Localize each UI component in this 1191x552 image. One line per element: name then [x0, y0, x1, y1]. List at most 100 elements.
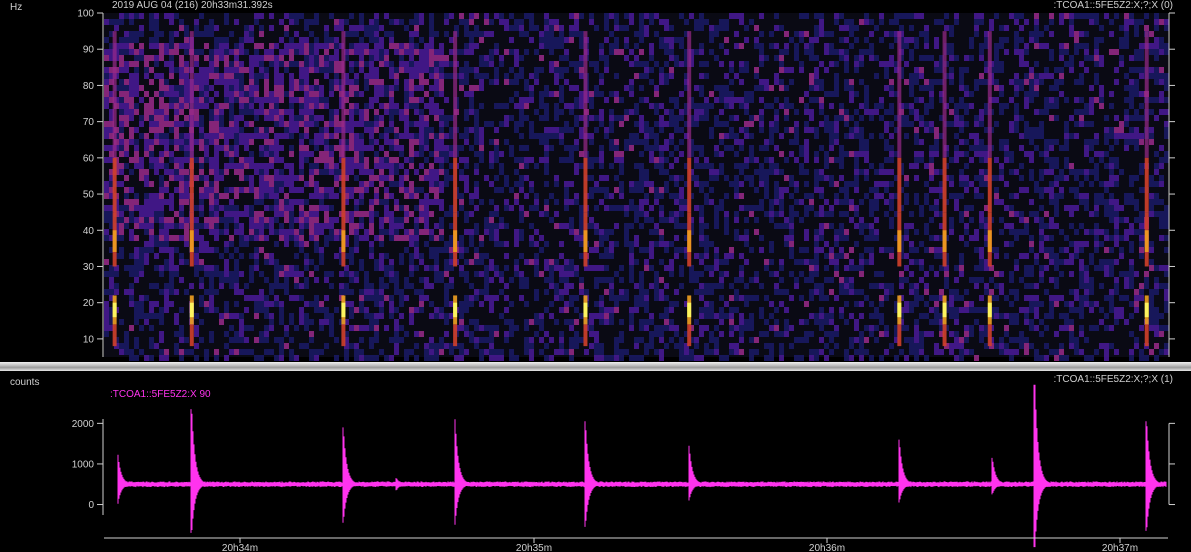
spectrogram-cell — [314, 91, 319, 97]
spectrogram-cell — [449, 277, 454, 283]
spectrogram-cell — [169, 49, 174, 55]
spectrogram-cell — [329, 163, 334, 169]
spectrogram-cell — [159, 211, 164, 217]
spectrogram-cell — [714, 325, 719, 331]
spectrogram-cell — [409, 139, 414, 145]
spectrogram-cell — [244, 139, 249, 145]
spectrogram-cell — [224, 49, 229, 55]
spectrogram-cell — [569, 343, 574, 349]
spectrogram-cell — [309, 217, 314, 223]
spectrogram-cell — [804, 181, 809, 187]
spectrogram-cell — [264, 217, 269, 223]
spectrogram-cell — [324, 67, 329, 73]
spectrogram-cell — [854, 91, 859, 97]
spectrogram-cell — [244, 145, 249, 151]
spectrogram-cell — [689, 49, 694, 55]
spectrogram-cell — [484, 61, 489, 67]
spectrogram-cell — [154, 157, 159, 163]
spectrogram-cell — [229, 325, 234, 331]
spectrogram-cell — [434, 199, 439, 205]
spectrogram-cell — [819, 175, 824, 181]
spectrogram-cell — [494, 43, 499, 49]
spectrogram-cell — [384, 295, 389, 301]
spectrogram-cell — [384, 265, 389, 271]
spectrogram-cell — [649, 67, 654, 73]
spectrogram-cell — [709, 31, 714, 37]
spectrogram-cell — [649, 157, 654, 163]
spectrogram-cell — [939, 79, 944, 85]
spectrogram-cell — [684, 247, 689, 253]
spectrogram-cell — [244, 187, 249, 193]
spectrogram-cell — [754, 349, 759, 355]
spectrogram-cell — [569, 325, 574, 331]
spectrogram-cell — [639, 49, 644, 55]
spectrogram-cell — [529, 241, 534, 247]
spectrogram-cell — [779, 49, 784, 55]
spectrogram-cell — [404, 193, 409, 199]
spectrogram-cell — [574, 163, 579, 169]
spectrogram-cell — [264, 151, 269, 157]
spectrogram-cell — [264, 253, 269, 259]
spectrogram-cell — [504, 337, 509, 343]
spectrogram-cell — [819, 103, 824, 109]
spectrogram-cell — [904, 103, 909, 109]
spectrogram-cell — [429, 37, 434, 43]
spectrogram-cell — [309, 91, 314, 97]
spectrogram-cell — [404, 49, 409, 55]
spectrogram-cell — [379, 181, 384, 187]
spectrogram-cell — [464, 229, 469, 235]
spectrogram-cell — [584, 289, 589, 295]
spectrogram-cell — [524, 13, 529, 19]
spectrogram-cell — [554, 25, 559, 31]
spectrogram-cell — [379, 175, 384, 181]
spectrogram-cell — [644, 343, 649, 349]
spectrogram-cell — [739, 145, 744, 151]
spectrogram-cell — [484, 55, 489, 61]
spectrogram-cell — [799, 151, 804, 157]
spectrogram-cell — [149, 37, 154, 43]
spectrogram-cell — [739, 127, 744, 133]
spectrogram-cell — [554, 115, 559, 121]
spectrogram-cell — [509, 115, 514, 121]
spectrogram-cell — [479, 85, 484, 91]
spectrogram-cell — [854, 301, 859, 307]
spectrogram-cell — [299, 79, 304, 85]
spectrogram-cell — [894, 37, 899, 43]
spectrogram-cell — [159, 187, 164, 193]
spectrogram-cell — [129, 325, 134, 331]
spectrogram-cell — [704, 349, 709, 355]
spectrogram-cell — [464, 325, 469, 331]
spectrogram-cell — [559, 223, 564, 229]
spectrogram-cell — [864, 223, 869, 229]
spectrogram-cell — [299, 103, 304, 109]
spectrogram-cell — [134, 235, 139, 241]
spectrogram-cell — [134, 205, 139, 211]
spectrogram-cell — [249, 139, 254, 145]
spectrogram-cell — [544, 127, 549, 133]
spectrogram-cell — [259, 217, 264, 223]
spectrogram-cell — [764, 79, 769, 85]
spectrogram-cell — [509, 49, 514, 55]
spectrogram-cell — [774, 223, 779, 229]
spectrogram-cell — [789, 223, 794, 229]
spectrogram-cell — [409, 283, 414, 289]
spectrogram-cell — [129, 169, 134, 175]
spectrogram-cell — [349, 49, 354, 55]
spectrogram-cell — [839, 235, 844, 241]
spectrogram-cell — [379, 145, 384, 151]
spectrogram-cell — [829, 127, 834, 133]
spectrogram-cell — [374, 295, 379, 301]
spectrogram-cell — [109, 271, 114, 277]
spectrogram-cell — [349, 289, 354, 295]
spectrogram-cell — [904, 277, 909, 283]
spectrogram-cell — [309, 319, 314, 325]
spectrogram-cell — [559, 85, 564, 91]
spectrogram-cell — [744, 67, 749, 73]
spectrogram-cell — [624, 109, 629, 115]
spectrogram-cell — [474, 295, 479, 301]
spectrogram-cell — [349, 301, 354, 307]
spectrogram-cell — [654, 229, 659, 235]
spectrogram-cell — [269, 163, 274, 169]
spectrogram-cell — [694, 103, 699, 109]
spectrogram-cell — [509, 13, 514, 19]
